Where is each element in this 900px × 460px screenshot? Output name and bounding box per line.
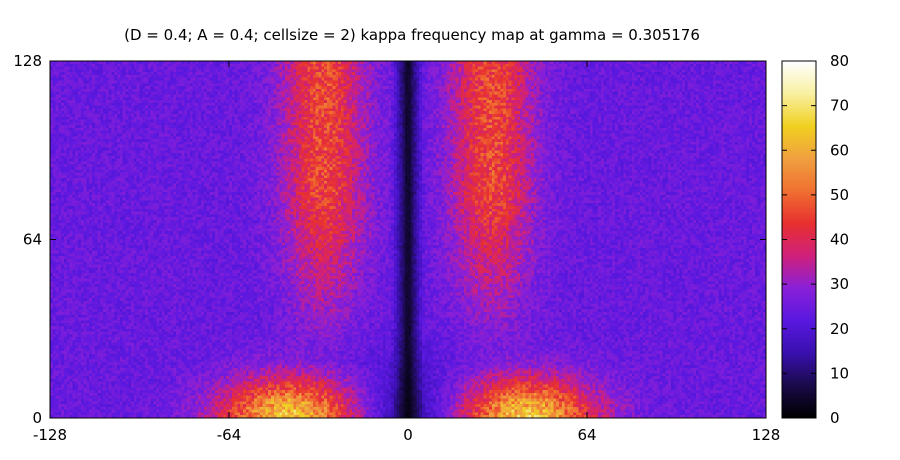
colorbar-tick-label: 0 (830, 409, 840, 427)
colorbar: 0 10 20 30 40 50 60 70 80 (781, 52, 849, 427)
x-tick-label: 64 (577, 426, 596, 444)
y-axis: 0 64 128 (13, 52, 766, 427)
colorbar-tick-label: 10 (830, 364, 849, 382)
colorbar-gradient (782, 61, 816, 418)
y-tick-label: 0 (32, 409, 42, 427)
colorbar-tick-label: 80 (830, 52, 849, 70)
y-tick-label: 128 (13, 52, 42, 70)
colorbar-tick-label: 70 (830, 97, 849, 115)
colorbar-tick-label: 40 (830, 231, 849, 249)
colorbar-tick-label: 20 (830, 320, 849, 338)
colorbar-tick-label: 60 (830, 141, 849, 159)
x-axis: -128 -64 0 64 128 (33, 61, 780, 444)
x-tick-label: 128 (752, 426, 781, 444)
x-tick-label: -64 (217, 426, 242, 444)
heatmap-image (50, 61, 766, 418)
colorbar-ticks: 0 10 20 30 40 50 60 70 80 (782, 52, 849, 427)
colorbar-tick-label: 30 (830, 275, 849, 293)
chart-title: (D = 0.4; A = 0.4; cellsize = 2) kappa f… (124, 26, 700, 44)
colorbar-tick-label: 50 (830, 186, 849, 204)
heatmap-area (49, 60, 767, 419)
x-tick-label: -128 (33, 426, 67, 444)
x-tick-label: 0 (403, 426, 413, 444)
y-tick-label: 64 (23, 231, 42, 249)
